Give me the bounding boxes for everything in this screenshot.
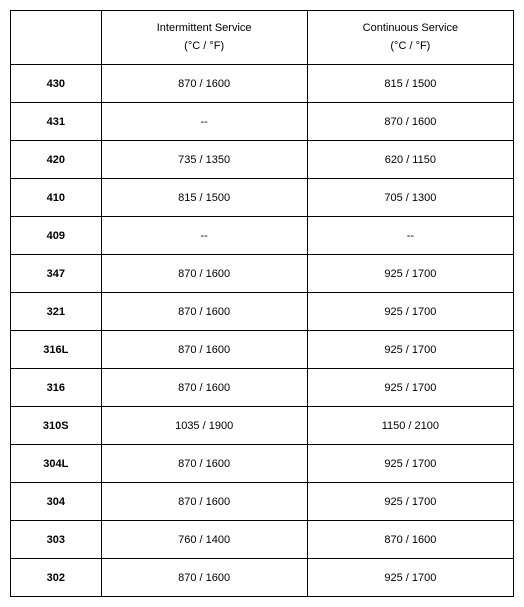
header-intermittent-line1: Intermittent Service (157, 22, 252, 34)
cell-grade: 430 (11, 65, 102, 103)
service-temperature-table: Intermittent Service (°C / °F) Continuou… (10, 10, 514, 597)
cell-grade: 321 (11, 293, 102, 331)
table-row: 316L870 / 1600925 / 1700 (11, 331, 514, 369)
cell-intermittent: -- (101, 217, 307, 255)
cell-intermittent: 870 / 1600 (101, 445, 307, 483)
table-row: 316870 / 1600925 / 1700 (11, 369, 514, 407)
table-row: 303760 / 1400870 / 1600 (11, 521, 514, 559)
cell-grade: 420 (11, 141, 102, 179)
cell-continuous: 870 / 1600 (307, 103, 513, 141)
cell-intermittent: 870 / 1600 (101, 255, 307, 293)
header-continuous-line1: Continuous Service (363, 22, 458, 34)
table-row: 302870 / 1600925 / 1700 (11, 559, 514, 597)
cell-continuous: 925 / 1700 (307, 331, 513, 369)
header-intermittent: Intermittent Service (°C / °F) (101, 11, 307, 65)
cell-intermittent: 1035 / 1900 (101, 407, 307, 445)
cell-intermittent: 870 / 1600 (101, 331, 307, 369)
cell-continuous: 815 / 1500 (307, 65, 513, 103)
cell-intermittent: 760 / 1400 (101, 521, 307, 559)
cell-grade: 302 (11, 559, 102, 597)
cell-intermittent: 870 / 1600 (101, 369, 307, 407)
table-row: 430870 / 1600815 / 1500 (11, 65, 514, 103)
cell-continuous: 925 / 1700 (307, 255, 513, 293)
header-grade (11, 11, 102, 65)
cell-intermittent: 870 / 1600 (101, 559, 307, 597)
cell-continuous: 925 / 1700 (307, 369, 513, 407)
cell-intermittent: 870 / 1600 (101, 65, 307, 103)
cell-grade: 316L (11, 331, 102, 369)
cell-continuous: 925 / 1700 (307, 559, 513, 597)
cell-grade: 304L (11, 445, 102, 483)
table-row: 304L870 / 1600925 / 1700 (11, 445, 514, 483)
table-header-row: Intermittent Service (°C / °F) Continuou… (11, 11, 514, 65)
cell-continuous: 925 / 1700 (307, 293, 513, 331)
cell-continuous: 925 / 1700 (307, 483, 513, 521)
header-intermittent-line2: (°C / °F) (184, 40, 224, 52)
cell-intermittent: 735 / 1350 (101, 141, 307, 179)
cell-grade: 431 (11, 103, 102, 141)
cell-continuous: 705 / 1300 (307, 179, 513, 217)
cell-grade: 304 (11, 483, 102, 521)
cell-grade: 347 (11, 255, 102, 293)
table-row: 304870 / 1600925 / 1700 (11, 483, 514, 521)
cell-intermittent: 815 / 1500 (101, 179, 307, 217)
cell-intermittent: -- (101, 103, 307, 141)
table-body: 430870 / 1600815 / 1500431--870 / 160042… (11, 65, 514, 597)
cell-continuous: 870 / 1600 (307, 521, 513, 559)
cell-continuous: 925 / 1700 (307, 445, 513, 483)
cell-continuous: 620 / 1150 (307, 141, 513, 179)
table-row: 347870 / 1600925 / 1700 (11, 255, 514, 293)
cell-grade: 316 (11, 369, 102, 407)
table-row: 409---- (11, 217, 514, 255)
cell-grade: 409 (11, 217, 102, 255)
table-row: 420735 / 1350620 / 1150 (11, 141, 514, 179)
cell-grade: 310S (11, 407, 102, 445)
header-continuous: Continuous Service (°C / °F) (307, 11, 513, 65)
cell-continuous: -- (307, 217, 513, 255)
header-continuous-line2: (°C / °F) (390, 40, 430, 52)
cell-grade: 410 (11, 179, 102, 217)
cell-grade: 303 (11, 521, 102, 559)
table-row: 410815 / 1500705 / 1300 (11, 179, 514, 217)
table-row: 321870 / 1600925 / 1700 (11, 293, 514, 331)
table-row: 310S1035 / 19001150 / 2100 (11, 407, 514, 445)
cell-continuous: 1150 / 2100 (307, 407, 513, 445)
table-row: 431--870 / 1600 (11, 103, 514, 141)
cell-intermittent: 870 / 1600 (101, 483, 307, 521)
cell-intermittent: 870 / 1600 (101, 293, 307, 331)
